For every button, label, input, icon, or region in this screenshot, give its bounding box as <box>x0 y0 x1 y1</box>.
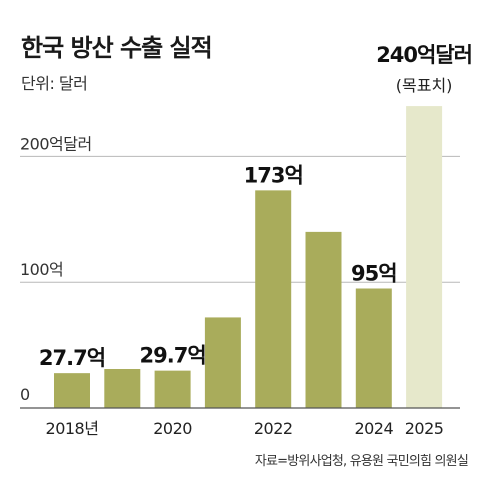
unit-label: 단위: 달러 <box>21 74 88 93</box>
x-tick-label-2: 2020 <box>153 419 192 438</box>
bar <box>255 190 292 408</box>
bars <box>54 106 443 408</box>
y-tick-label-1: 100억 <box>20 260 63 279</box>
bar <box>104 369 141 408</box>
x-tick-label-7: 2025 <box>405 419 444 438</box>
bar <box>54 373 90 408</box>
y-tick-label-2: 200억달러 <box>20 134 92 153</box>
bar <box>305 231 342 408</box>
y-tick-label-0: 0 <box>20 385 30 404</box>
data-label-6: 95억 <box>351 261 397 285</box>
grid-lines <box>20 155 460 283</box>
data-label-4: 173억 <box>244 163 303 187</box>
data-label-0: 27.7억 <box>39 346 105 370</box>
x-tick-label-0: 2018년 <box>46 419 99 438</box>
x-tick-label-6: 2024 <box>354 419 393 438</box>
chart-title: 한국 방산 수출 실적 <box>21 34 213 62</box>
data-label-2: 29.7억 <box>140 344 206 368</box>
data-label-7: 240억달러 <box>376 43 472 67</box>
bar-target <box>406 106 443 408</box>
labels: 0 100억 200억달러 2018년 27.7억 2020 29.7억 2022 173억 20… <box>20 43 473 438</box>
bar <box>154 370 191 408</box>
x-tick-label-4: 2022 <box>254 419 293 438</box>
target-note: (목표치) <box>396 76 453 95</box>
source-note: 자료=방위사업청, 유용원 국민의힘 의원실 <box>254 454 469 469</box>
bar <box>355 288 392 408</box>
bar <box>204 317 241 408</box>
